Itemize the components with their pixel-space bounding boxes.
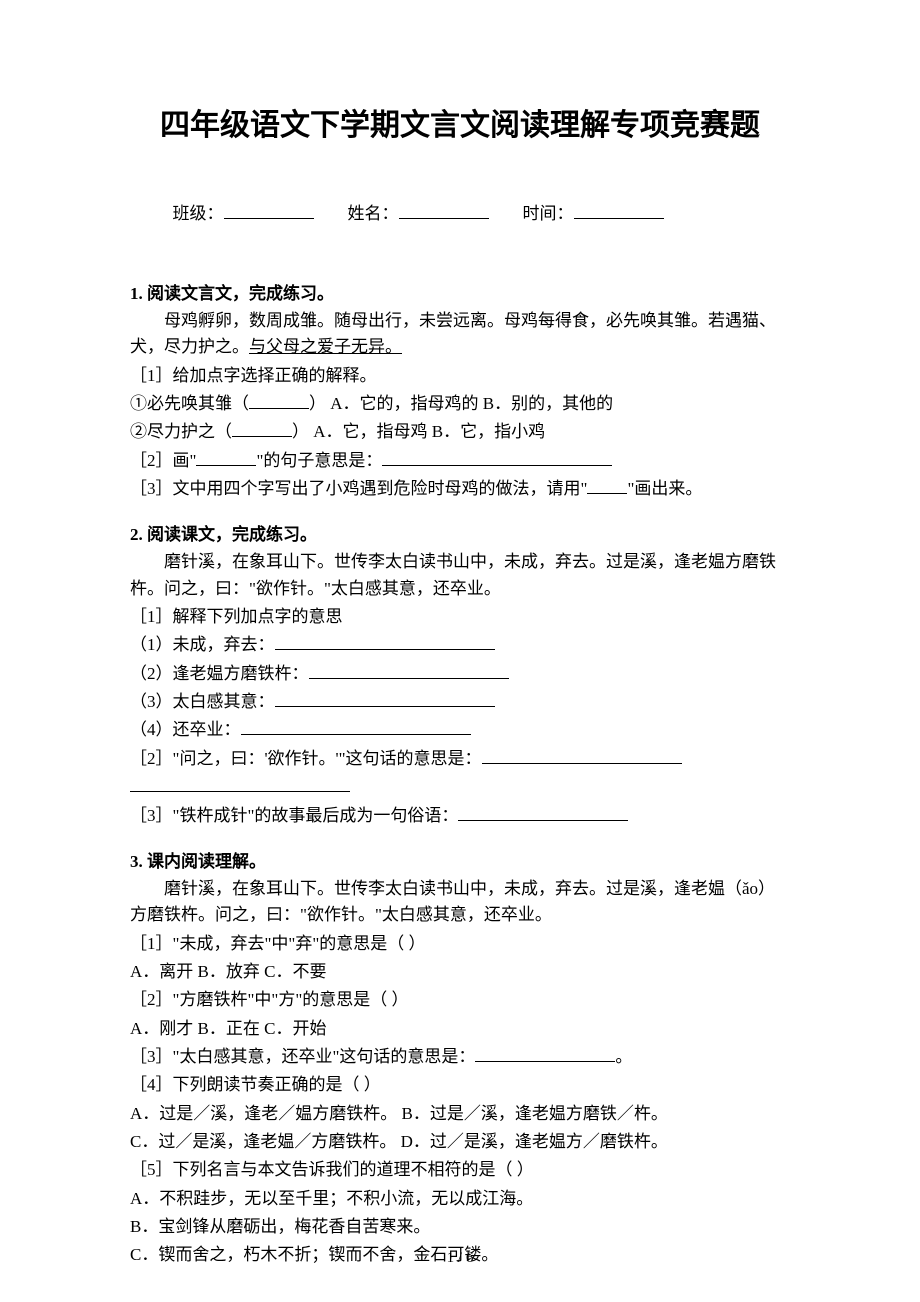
class-label: 班级： [173, 204, 224, 223]
name-blank[interactable] [399, 218, 489, 219]
s1-q3-a: ［3］文中用四个字写出了小鸡遇到危险时母鸡的做法，请用" [130, 479, 587, 498]
s2-q2-blank1[interactable] [482, 746, 682, 764]
name-label: 姓名： [348, 204, 399, 223]
s2-q1-3-label: （3）太白感其意： [130, 692, 275, 711]
document-title: 四年级语文下学期文言文阅读理解专项竞赛题 [130, 100, 790, 144]
s3-q1-opts: A．离开 B．放弃 C．不要 [130, 959, 790, 985]
s1-q3-b: "画出来。 [627, 479, 702, 498]
s2-q1-1-label: （1）未成，弃去： [130, 635, 275, 654]
s1-q1-1-blank[interactable] [249, 391, 309, 409]
page-number: 1 / 6 [0, 1250, 920, 1267]
s1-q2-b: "的句子意思是： [256, 451, 382, 470]
s1-q1-1-b: ） A．它的，指母鸡的 B．别的，其他的 [309, 394, 613, 413]
s1-q1-2-b: ） A．它，指母鸡 B．它，指小鸡 [292, 422, 545, 441]
s2-q1-2-label: （2）逢老媪方磨铁杵： [130, 664, 309, 683]
s3-q4-cd: C．过／是溪，逢老媪／方磨铁杵。 D．过／是溪，逢老媪方／磨铁杵。 [130, 1129, 790, 1155]
s1-passage-a: 母鸡孵卵，数周成雏。随母出行，未尝远离。母鸡每得食，必先唤其雏。若遇猫、犬，尽力… [130, 311, 776, 356]
s3-q5-stem: ［5］下列名言与本文告诉我们的道理不相符的是（ ） [130, 1157, 790, 1183]
s2-passage: 磨针溪，在象耳山下。世传李太白读书山中，未成，弃去。过是溪，逢老媪方磨铁杵。问之… [130, 549, 790, 602]
s3-q5-a: A．不积跬步，无以至千里；不积小流，无以成江海。 [130, 1186, 790, 1212]
s3-q3-b: 。 [615, 1047, 632, 1066]
s3-q5-b: B．宝剑锋从磨砺出，梅花香自苦寒来。 [130, 1214, 790, 1240]
s3-q3-a: ［3］"太白感其意，还卒业"这句话的意思是： [130, 1047, 475, 1066]
s2-q1-3-blank[interactable] [275, 689, 495, 707]
s2-q1-2: （2）逢老媪方磨铁杵： [130, 661, 790, 687]
s3-q4-stem: ［4］下列朗读节奏正确的是（ ） [130, 1072, 790, 1098]
s2-q3: ［3］"铁杵成针"的故事最后成为一句俗语： [130, 803, 790, 829]
section-1-heading: 1. 阅读文言文，完成练习。 [130, 279, 790, 304]
page: 四年级语文下学期文言文阅读理解专项竞赛题 班级： 姓名： 时间： 1. 阅读文言… [0, 0, 920, 1302]
s1-q2-blank2[interactable] [382, 448, 612, 466]
s3-q4-ab: A．过是／溪，逢老／媪方磨铁杵。 B．过是／溪，逢老媪方磨铁／杵。 [130, 1101, 790, 1127]
s1-q1-stem: ［1］给加点字选择正确的解释。 [130, 363, 790, 389]
s1-passage: 母鸡孵卵，数周成雏。随母出行，未尝远离。母鸡每得食，必先唤其雏。若遇猫、犬，尽力… [130, 308, 790, 361]
s2-q1-1: （1）未成，弃去： [130, 632, 790, 658]
s3-q2-stem: ［2］"方磨铁杵"中"方"的意思是（ ） [130, 987, 790, 1013]
s2-q3-label: ［3］"铁杵成针"的故事最后成为一句俗语： [130, 806, 458, 825]
s2-q2-blank2[interactable] [130, 774, 350, 792]
time-blank[interactable] [574, 218, 664, 219]
form-line: 班级： 姓名： 时间： [130, 199, 790, 224]
s1-q1-1-a: ①必先唤其雏（ [130, 394, 249, 413]
s2-q2: ［2］"问之，曰：'欲作针。'"这句话的意思是： [130, 746, 790, 772]
s2-q1-2-blank[interactable] [309, 661, 509, 679]
s1-q3: ［3］文中用四个字写出了小鸡遇到危险时母鸡的做法，请用" "画出来。 [130, 476, 790, 502]
s2-q2-label: ［2］"问之，曰：'欲作针。'"这句话的意思是： [130, 749, 482, 768]
s1-q2: ［2］画" "的句子意思是： [130, 448, 790, 474]
s2-q3-blank[interactable] [458, 803, 628, 821]
s2-q1-4-blank[interactable] [241, 717, 471, 735]
s1-q1-1: ①必先唤其雏（ ） A．它的，指母鸡的 B．别的，其他的 [130, 391, 790, 417]
s1-q2-a: ［2］画" [130, 451, 196, 470]
s1-q1-2-blank[interactable] [232, 419, 292, 437]
s2-q1-4: （4）还卒业： [130, 717, 790, 743]
s2-q1-stem: ［1］解释下列加点字的意思 [130, 604, 790, 630]
s2-q1-3: （3）太白感其意： [130, 689, 790, 715]
s3-q2-opts: A．刚才 B．正在 C．开始 [130, 1016, 790, 1042]
s1-passage-b: 与父母之爱子无异。 [249, 337, 402, 356]
s1-q1-2-a: ②尽力护之（ [130, 422, 232, 441]
s2-q1-1-blank[interactable] [275, 632, 495, 650]
s2-q2-cont [130, 774, 790, 800]
time-label: 时间： [523, 204, 574, 223]
section-2-heading: 2. 阅读课文，完成练习。 [130, 520, 790, 545]
s3-q3: ［3］"太白感其意，还卒业"这句话的意思是： 。 [130, 1044, 790, 1070]
s1-q2-blank1 [196, 448, 256, 466]
s3-q3-blank[interactable] [475, 1044, 615, 1062]
section-3-heading: 3. 课内阅读理解。 [130, 847, 790, 872]
s2-q1-4-label: （4）还卒业： [130, 720, 241, 739]
s1-q1-2: ②尽力护之（ ） A．它，指母鸡 B．它，指小鸡 [130, 419, 790, 445]
class-blank[interactable] [224, 218, 314, 219]
s3-q1-stem: ［1］"未成，弃去"中"弃"的意思是（ ） [130, 931, 790, 957]
s1-q3-blank [587, 476, 627, 494]
s3-passage: 磨针溪，在象耳山下。世传李太白读书山中，未成，弃去。过是溪，逢老媪（ǎo）方磨铁… [130, 876, 790, 929]
